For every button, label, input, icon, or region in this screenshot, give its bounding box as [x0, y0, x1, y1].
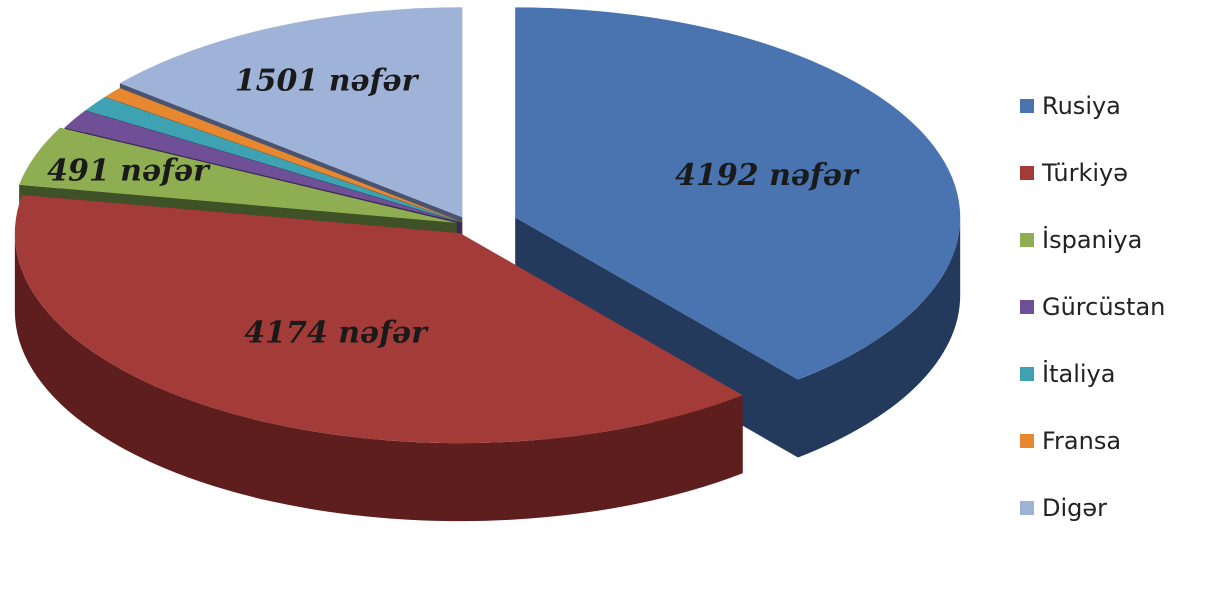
- legend-item-ispaniya: İspaniya: [1020, 225, 1200, 254]
- legend-item-rusiya: Rusiya: [1020, 91, 1200, 120]
- pie-slice-turkiye: [14, 194, 743, 444]
- legend-item-fransa: Fransa: [1020, 426, 1200, 455]
- legend-label: Rusiya: [1042, 91, 1121, 120]
- data-label-rusiya: 4192 nəfər: [675, 158, 860, 193]
- legend-label: Türkiyə: [1042, 158, 1128, 187]
- pie-labels: 4192 nəfər 4174 nəfər 491 nəfər 1501 nəfər: [47, 63, 860, 350]
- legend-item-diger: Digər: [1020, 493, 1200, 522]
- pie-side-turkiye: [14, 233, 743, 522]
- pie-tops: [14, 7, 961, 444]
- legend-swatch: [1020, 366, 1034, 381]
- legend-label: Digər: [1042, 493, 1108, 522]
- legend-label: Fransa: [1042, 426, 1122, 455]
- pie-slice-italiya: [85, 96, 462, 223]
- legend-swatch: [1020, 299, 1034, 314]
- legend-swatch: [1020, 232, 1034, 247]
- legend-item-gurcustan: Gürcüstan: [1020, 292, 1200, 321]
- data-label-ispaniya: 491 nəfər: [47, 153, 211, 188]
- pie-side-rusiya: [797, 217, 961, 458]
- legend-label: Gürcüstan: [1042, 292, 1166, 321]
- pie-slice-gurcustan: [64, 110, 462, 223]
- legend: Rusiya Türkiyə İspaniya Gürcüstan İtaliy…: [1020, 92, 1200, 561]
- legend-swatch: [1020, 500, 1034, 515]
- pie-slice-ispaniya: [19, 127, 457, 223]
- legend-label: İtaliya: [1042, 359, 1116, 388]
- legend-item-italiya: İtaliya: [1020, 359, 1200, 388]
- legend-swatch: [1020, 433, 1034, 448]
- legend-label: İspaniya: [1042, 225, 1143, 254]
- legend-swatch: [1020, 98, 1034, 113]
- pie-slice-rusiya: [515, 7, 961, 380]
- legend-swatch: [1020, 165, 1034, 180]
- pie-slice-fransa: [105, 88, 463, 223]
- data-label-diger: 1501 nəfər: [235, 63, 420, 98]
- data-label-turkiye: 4174 nəfər: [244, 316, 429, 351]
- pie-slice-diger: [119, 7, 463, 218]
- legend-item-turkiye: Türkiyə: [1020, 158, 1200, 187]
